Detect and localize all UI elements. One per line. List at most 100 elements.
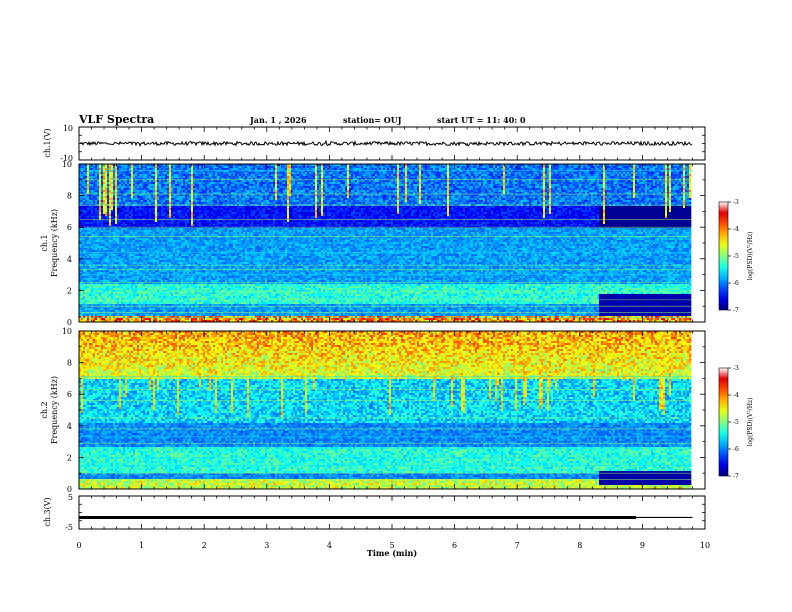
spectrogram-cell: [199, 266, 202, 269]
spectrogram-cell: [187, 168, 190, 171]
spectrogram-cell: [177, 188, 180, 191]
spectrogram-cell: [87, 260, 90, 263]
spectrogram-cell: [197, 302, 200, 305]
spectrogram-cell: [187, 272, 190, 275]
spectrogram-cell: [115, 298, 118, 301]
spectrogram-cell: [181, 298, 184, 301]
spectrogram-cell: [101, 294, 104, 297]
spectrogram-cell: [143, 274, 146, 277]
spectrogram-cell: [195, 312, 198, 315]
spectrogram-cell: [177, 234, 180, 237]
spectrogram-cell: [117, 188, 120, 191]
spectrogram-cell: [105, 298, 108, 301]
spectrogram-cell: [159, 164, 162, 167]
spectrogram-cell: [193, 248, 196, 251]
spectrogram-cell: [175, 184, 178, 187]
spectrogram-cell: [129, 274, 132, 277]
spectrogram-cell: [143, 198, 146, 201]
spectrogram-cell: [91, 194, 94, 197]
spectrogram-cell: [111, 224, 114, 227]
spectrogram-cell: [193, 220, 196, 223]
spectrogram-cell: [191, 188, 194, 191]
spectrogram-cell: [103, 166, 106, 169]
spectrogram-cell: [163, 228, 166, 231]
spectrogram-cell: [107, 266, 110, 269]
spectrogram-cell: [147, 234, 150, 237]
spectrogram-cell: [131, 210, 134, 213]
spectrogram-cell: [107, 274, 110, 277]
spectrogram-cell: [171, 188, 174, 191]
spectrogram-cell: [125, 272, 128, 275]
spectrogram-cell: [175, 270, 178, 273]
spectrogram-cell: [91, 190, 94, 193]
spectrogram-cell: [97, 308, 100, 311]
spectrogram-cell: [201, 166, 204, 169]
spectrogram-cell: [117, 184, 120, 187]
spectrogram-cell: [91, 176, 94, 179]
spectrogram-cell: [129, 272, 132, 275]
spectrogram-cell: [143, 216, 146, 219]
spectrogram-cell: [177, 304, 180, 307]
spectrogram-cell: [123, 294, 126, 297]
spectrogram-cell: [95, 200, 98, 203]
spectrogram-cell: [139, 216, 142, 219]
spectrogram-cell: [159, 184, 162, 187]
spectrogram-cell: [151, 260, 154, 263]
spectrogram-cell: [143, 266, 146, 269]
spectrogram-cell: [197, 250, 200, 253]
spectrogram-cell: [133, 298, 136, 301]
spectrogram-cell: [81, 320, 84, 323]
spectrogram-cell: [111, 236, 114, 239]
spectrogram-cell: [199, 284, 202, 287]
spectrogram-cell: [101, 228, 104, 231]
spectrogram-cell: [163, 190, 166, 193]
spectrogram-cell: [165, 280, 168, 283]
spectrogram-cell: [145, 176, 148, 179]
spectrogram-cell: [117, 200, 120, 203]
spectrogram-cell: [127, 228, 130, 231]
spectrogram-cell: [121, 318, 124, 321]
spectrogram-cell: [177, 318, 180, 321]
spectrogram-cell: [191, 286, 194, 289]
spectrogram-cell: [189, 298, 192, 301]
spectrogram-cell: [157, 294, 160, 297]
spectrogram-cell: [197, 278, 200, 281]
spectrogram-cell: [159, 244, 162, 247]
spectrogram-cell: [155, 164, 158, 167]
spectrogram-cell: [81, 310, 84, 313]
spectrogram-cell: [115, 188, 118, 191]
spectrogram-cell: [117, 186, 120, 189]
spectrogram-cell: [133, 248, 136, 251]
spectrogram-cell: [107, 188, 110, 191]
spectrogram-cell: [161, 314, 164, 317]
spectrogram-cell: [157, 240, 160, 243]
spectrogram-cell: [141, 262, 144, 265]
spectrogram-cell: [143, 294, 146, 297]
spectrogram-cell: [81, 250, 84, 253]
spectrogram-cell: [105, 260, 108, 263]
spectrogram-cell: [83, 208, 86, 211]
spectrogram-cell: [145, 288, 148, 291]
spectrogram-cell: [109, 186, 112, 189]
spectrogram-cell: [79, 256, 82, 259]
spectrogram-cell: [109, 184, 112, 187]
spectrogram-cell: [173, 172, 176, 175]
spectrogram-cell: [187, 188, 190, 191]
spectrogram-cell: [197, 190, 200, 193]
spectrogram-cell: [153, 296, 156, 299]
spectrogram-cell: [79, 314, 82, 317]
spectrogram-cell: [167, 274, 170, 277]
spectrogram-cell: [179, 192, 182, 195]
spectrogram-cell: [143, 296, 146, 299]
spectrogram-cell: [131, 220, 134, 223]
spectrogram-cell: [101, 176, 104, 179]
spectrogram-cell: [119, 284, 122, 287]
spectrogram-cell: [97, 302, 100, 305]
spectrogram-cell: [167, 258, 170, 261]
spectrogram-cell: [105, 250, 108, 253]
spectrogram-cell: [79, 206, 82, 209]
spectrogram-cell: [101, 230, 104, 233]
spectrogram-cell: [151, 190, 154, 193]
spectrogram-cell: [163, 270, 166, 273]
